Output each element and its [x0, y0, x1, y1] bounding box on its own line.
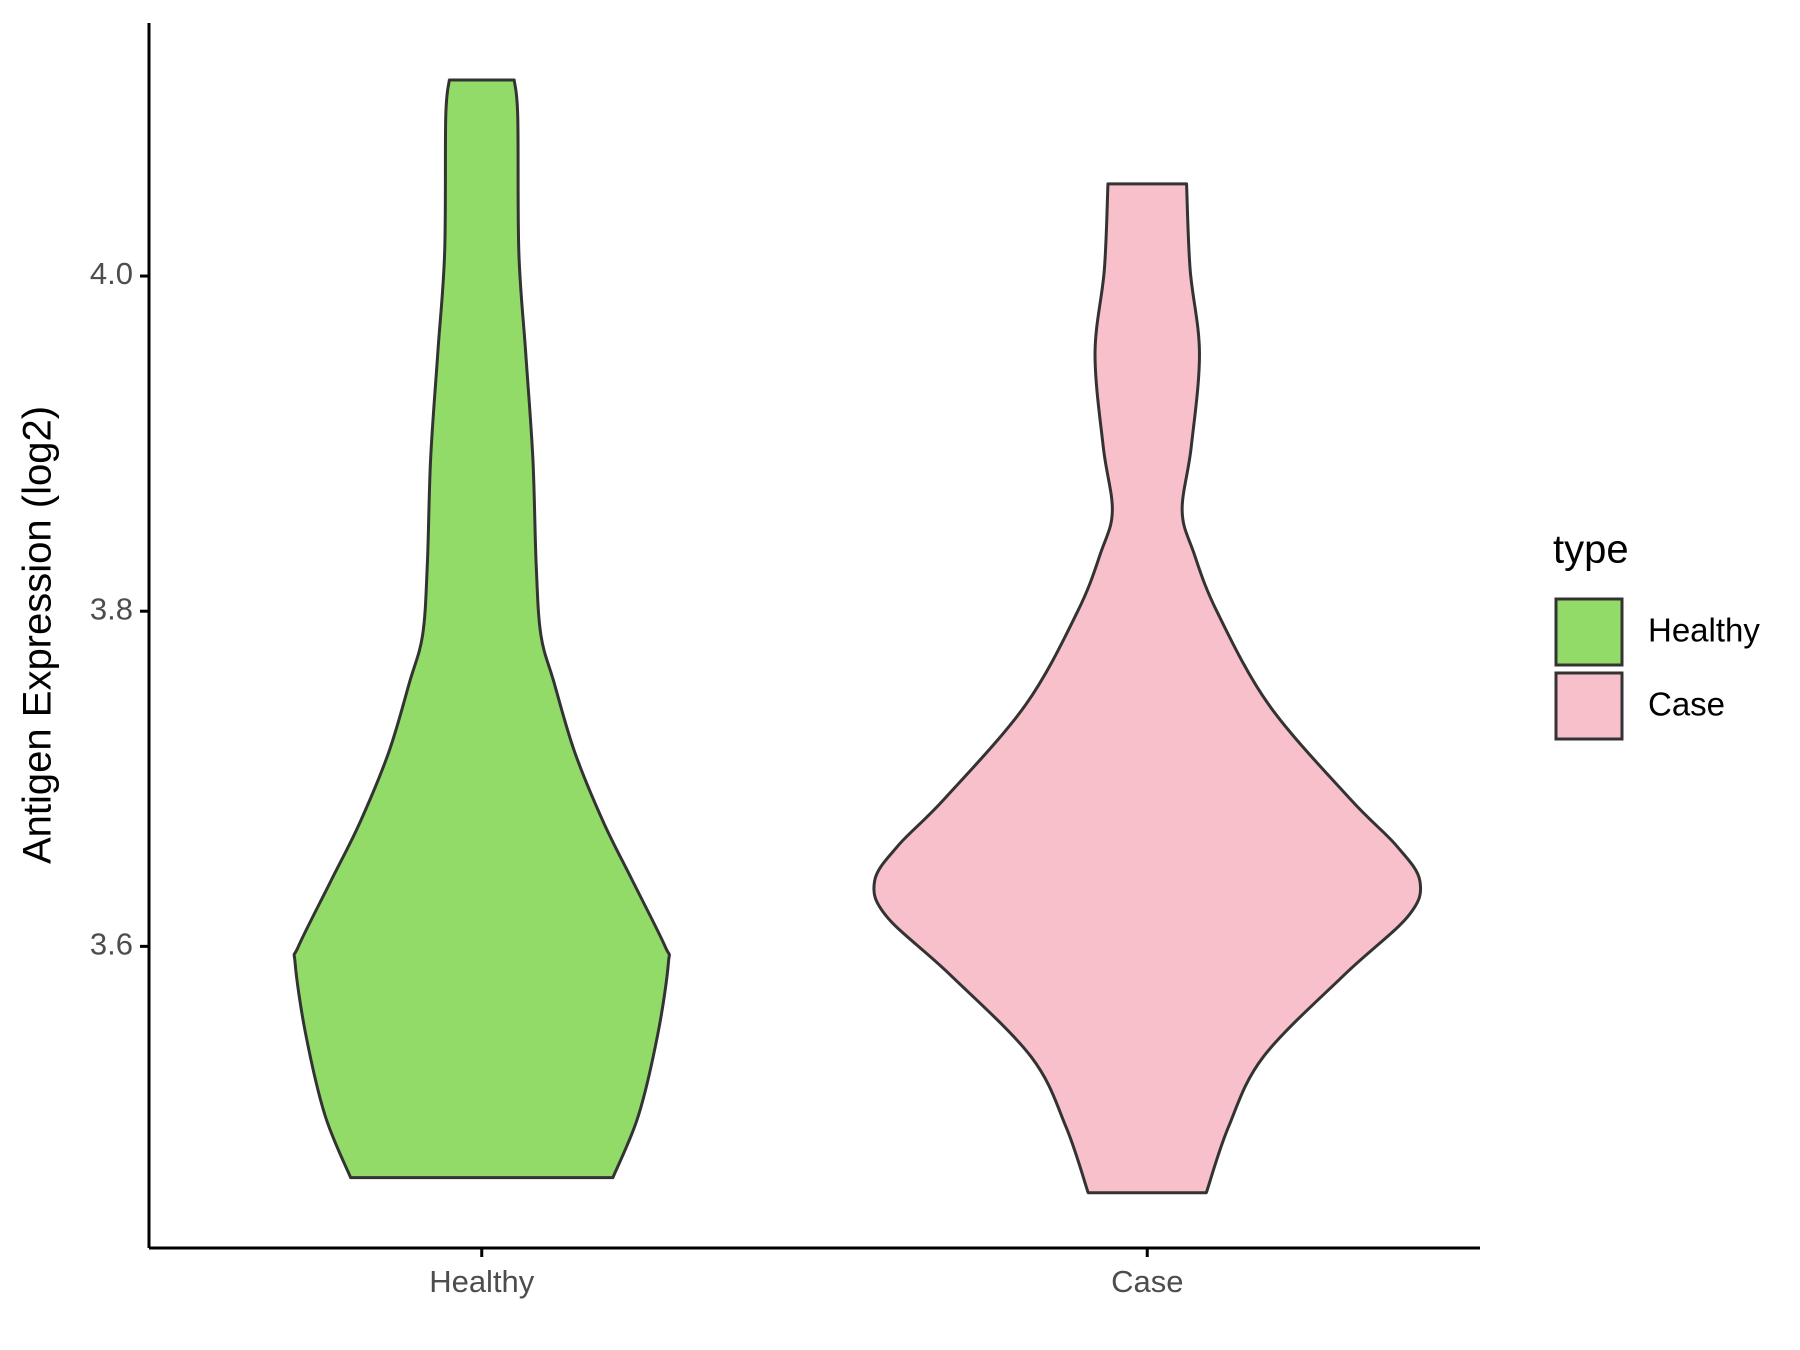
y-axis-title: Antigen Expression (log2)	[16, 406, 60, 864]
y-tick-label: 3.8	[90, 591, 133, 626]
legend-label: Case	[1648, 686, 1725, 723]
violin	[872, 182, 1423, 1195]
x-tick-label: Case	[1111, 1264, 1183, 1299]
y-tick-label: 3.6	[90, 927, 133, 962]
y-tick-label: 4.0	[90, 256, 133, 291]
legend-key	[1554, 597, 1624, 667]
legend-label: Healthy	[1648, 612, 1760, 649]
violin	[292, 78, 671, 1180]
legend-title: type	[1553, 528, 1629, 572]
x-tick-label: Healthy	[429, 1264, 535, 1299]
legend-key	[1554, 671, 1624, 741]
